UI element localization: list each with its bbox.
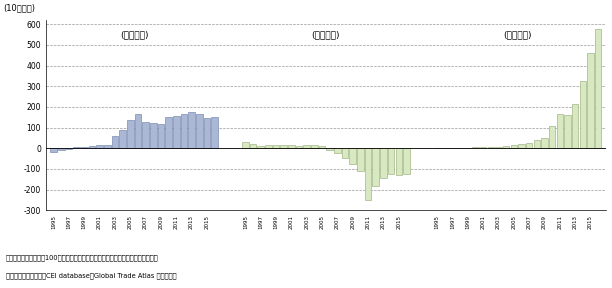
Bar bbox=[549, 126, 556, 148]
Bar bbox=[373, 148, 379, 187]
Bar bbox=[541, 138, 548, 148]
Bar bbox=[518, 144, 524, 148]
Bar bbox=[119, 130, 126, 148]
Bar bbox=[357, 148, 364, 171]
Bar bbox=[150, 124, 157, 148]
Bar bbox=[403, 148, 409, 174]
Bar bbox=[173, 116, 179, 148]
Bar bbox=[572, 104, 578, 148]
Text: (国有企業): (国有企業) bbox=[312, 31, 340, 39]
Bar bbox=[158, 124, 164, 148]
Bar bbox=[349, 148, 356, 164]
Bar bbox=[588, 53, 594, 148]
Bar bbox=[488, 147, 494, 148]
Bar bbox=[250, 144, 256, 148]
Bar bbox=[258, 146, 264, 148]
Bar bbox=[211, 117, 218, 148]
Bar bbox=[388, 148, 394, 174]
Bar bbox=[334, 148, 341, 154]
Bar bbox=[495, 147, 502, 148]
Bar bbox=[280, 145, 287, 148]
Bar bbox=[595, 29, 602, 148]
Bar bbox=[342, 148, 348, 158]
Bar bbox=[326, 148, 333, 150]
Bar bbox=[65, 148, 72, 149]
Bar bbox=[304, 145, 310, 148]
Bar bbox=[165, 117, 172, 148]
Text: (民営企業): (民営企業) bbox=[504, 31, 532, 39]
Bar bbox=[395, 148, 402, 175]
Bar bbox=[181, 114, 187, 148]
Bar bbox=[288, 145, 294, 148]
Bar bbox=[135, 114, 141, 148]
Bar bbox=[273, 145, 279, 148]
Bar bbox=[311, 145, 318, 148]
Bar bbox=[580, 81, 586, 148]
Bar bbox=[50, 148, 57, 152]
Bar bbox=[510, 145, 517, 148]
Bar bbox=[526, 143, 532, 148]
Bar bbox=[534, 140, 540, 148]
Bar bbox=[73, 147, 80, 148]
Bar bbox=[89, 146, 95, 148]
Bar bbox=[127, 120, 133, 148]
Bar bbox=[143, 122, 149, 148]
Bar bbox=[556, 114, 563, 148]
Bar bbox=[204, 118, 211, 148]
Bar bbox=[564, 115, 571, 148]
Bar bbox=[380, 148, 387, 178]
Bar bbox=[365, 148, 371, 200]
Bar bbox=[196, 114, 203, 148]
Text: (10億ドル): (10億ドル) bbox=[3, 3, 35, 12]
Bar bbox=[111, 136, 118, 148]
Bar bbox=[188, 112, 195, 148]
Bar bbox=[472, 147, 479, 148]
Bar bbox=[81, 147, 88, 148]
Bar bbox=[58, 148, 64, 150]
Text: 資料：中国海関総署、CEI database、Global Trade Atlas から作成。: 資料：中国海関総署、CEI database、Global Trade Atla… bbox=[6, 272, 177, 279]
Text: (外資企業): (外資企業) bbox=[120, 31, 148, 39]
Text: 備考：外資企業には、100％外資出資企業のほか、地場企業との合弁企業も含む。: 備考：外資企業には、100％外資出資企業のほか、地場企業との合弁企業も含む。 bbox=[6, 255, 159, 262]
Bar bbox=[319, 146, 326, 148]
Bar bbox=[480, 147, 487, 148]
Bar bbox=[104, 145, 111, 148]
Bar bbox=[96, 145, 103, 148]
Bar bbox=[503, 146, 509, 148]
Bar bbox=[296, 146, 302, 148]
Bar bbox=[242, 143, 248, 148]
Bar bbox=[265, 145, 272, 148]
